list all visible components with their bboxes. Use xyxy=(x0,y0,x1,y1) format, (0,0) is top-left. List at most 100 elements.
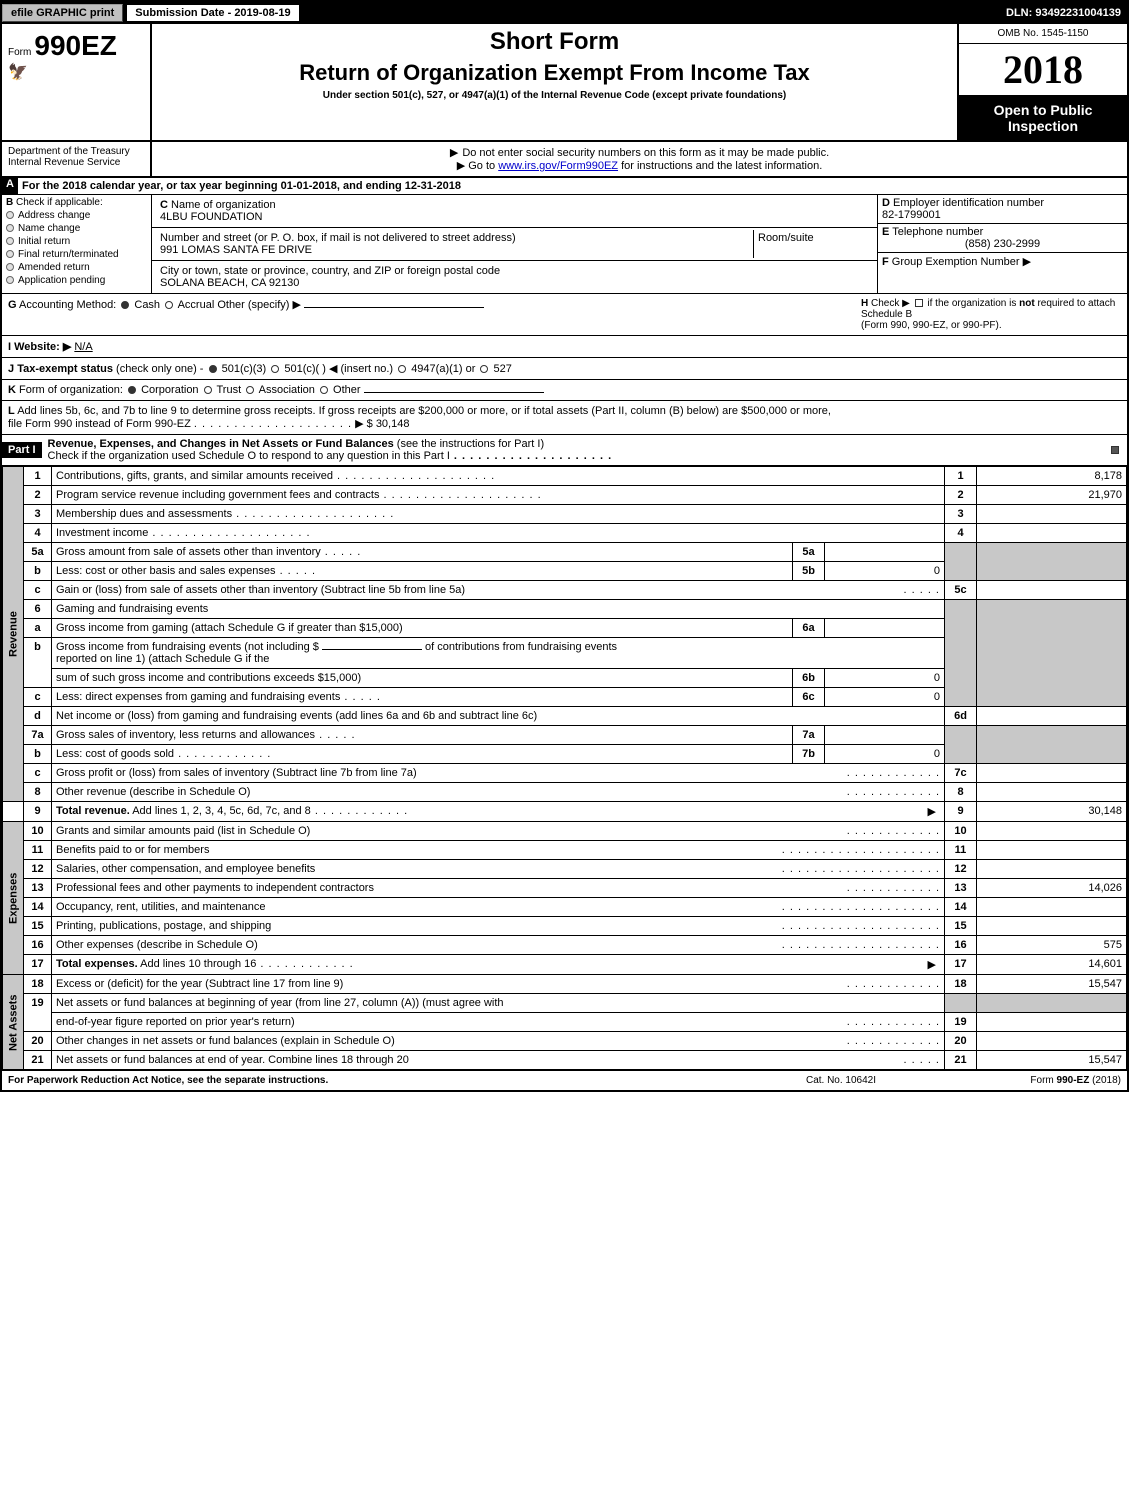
check-address-change[interactable]: Address change xyxy=(6,210,147,221)
l7a-desc: Gross sales of inventory, less returns a… xyxy=(56,729,315,741)
l6c-desc: Less: direct expenses from gaming and fu… xyxy=(56,691,340,703)
l7a-num: 7a xyxy=(24,726,52,745)
l19-desc: Net assets or fund balances at beginning… xyxy=(52,994,945,1013)
radio-527[interactable] xyxy=(480,365,488,373)
l8-amount xyxy=(977,783,1127,802)
l13-linenum: 13 xyxy=(945,879,977,898)
radio-assoc[interactable] xyxy=(246,386,254,394)
l17-linenum: 17 xyxy=(945,955,977,975)
l7c-num: c xyxy=(24,764,52,783)
period-prefix: For the 2018 calendar year, or tax year … xyxy=(22,180,281,192)
l6-desc: Gaming and fundraising events xyxy=(52,600,945,619)
l6b-input[interactable] xyxy=(322,649,422,650)
instruction-1: Do not enter social security numbers on … xyxy=(160,146,1119,159)
form-org-label: Form of organization: xyxy=(19,384,123,396)
j-opt2: 501(c)( ) ◀ (insert no.) xyxy=(284,363,393,375)
footer-form: Form 990-EZ (2018) xyxy=(941,1075,1121,1086)
radio-corp[interactable] xyxy=(128,386,136,394)
l17-num: 17 xyxy=(24,955,52,975)
l20-linenum: 20 xyxy=(945,1032,977,1051)
l6d-desc: Net income or (loss) from gaming and fun… xyxy=(52,707,945,726)
expenses-side-label: Expenses xyxy=(3,822,24,975)
part1-dots xyxy=(450,450,612,462)
form-header: Form 990EZ 🦅 Short Form Return of Organi… xyxy=(2,24,1127,142)
l1-num: 1 xyxy=(24,467,52,486)
l1-desc: Contributions, gifts, grants, and simila… xyxy=(56,470,333,482)
k-opt4: Other xyxy=(333,384,361,396)
section-a-label: A xyxy=(2,178,18,194)
section-e-label: E xyxy=(882,226,889,238)
chk-0: Address change xyxy=(18,210,90,221)
radio-cash[interactable] xyxy=(121,301,129,309)
radio-accrual[interactable] xyxy=(165,301,173,309)
section-h: H Check ▶ if the organization is not req… xyxy=(861,298,1121,331)
l5b-subval: 0 xyxy=(825,562,945,581)
radio-501c[interactable] xyxy=(271,365,279,373)
radio-trust[interactable] xyxy=(204,386,212,394)
check-name-change[interactable]: Name change xyxy=(6,223,147,234)
period-end: 12-31-2018 xyxy=(405,180,461,192)
l3-amount xyxy=(977,505,1127,524)
org-name-label: Name of organization xyxy=(171,199,276,211)
l12-desc: Salaries, other compensation, and employ… xyxy=(56,863,315,875)
part1-title-text: Revenue, Expenses, and Changes in Net As… xyxy=(48,438,394,450)
k-label: K xyxy=(8,384,16,396)
l5a-subval xyxy=(825,543,945,562)
l2-desc: Program service revenue including govern… xyxy=(56,489,379,501)
h-text2: if the organization is xyxy=(927,298,1019,309)
l21-linenum: 21 xyxy=(945,1051,977,1070)
l5a-desc: Gross amount from sale of assets other t… xyxy=(56,546,321,558)
irs-link[interactable]: www.irs.gov/Form990EZ xyxy=(498,160,618,172)
k-opt1: Corporation xyxy=(141,384,198,396)
omb-number: OMB No. 1545-1150 xyxy=(959,24,1127,44)
footer-row: For Paperwork Reduction Act Notice, see … xyxy=(2,1070,1127,1090)
l8-desc: Other revenue (describe in Schedule O) xyxy=(56,786,250,798)
l-label: L xyxy=(8,405,15,417)
efile-print-button[interactable]: efile GRAPHIC print xyxy=(2,4,123,22)
l21-desc: Net assets or fund balances at end of ye… xyxy=(56,1054,409,1066)
check-pending[interactable]: Application pending xyxy=(6,275,147,286)
submission-date: Submission Date - 2019-08-19 xyxy=(127,5,298,21)
form-id-block: Form 990EZ 🦅 xyxy=(2,24,152,140)
l3-linenum: 3 xyxy=(945,505,977,524)
other-org-input[interactable] xyxy=(364,392,544,393)
h-checkbox[interactable] xyxy=(915,299,923,307)
org-name-value: 4LBU FOUNDATION xyxy=(160,211,262,223)
l6a-subval xyxy=(825,619,945,638)
section-c-block: C Name of organization 4LBU FOUNDATION N… xyxy=(152,195,877,293)
l10-linenum: 10 xyxy=(945,822,977,841)
l11-linenum: 11 xyxy=(945,841,977,860)
check-amended[interactable]: Amended return xyxy=(6,262,147,273)
accounting-method-label: Accounting Method: xyxy=(19,299,116,311)
check-final-return[interactable]: Final return/terminated xyxy=(6,249,147,260)
part1-checkbox[interactable] xyxy=(1103,444,1127,456)
l13-num: 13 xyxy=(24,879,52,898)
l13-desc: Professional fees and other payments to … xyxy=(56,882,374,894)
l14-desc: Occupancy, rent, utilities, and maintena… xyxy=(56,901,266,913)
l9-linenum: 9 xyxy=(945,802,977,822)
radio-501c3[interactable] xyxy=(209,365,217,373)
l7c-linenum: 7c xyxy=(945,764,977,783)
j-opt4: 527 xyxy=(494,363,512,375)
form-number: 990 xyxy=(34,30,81,61)
l6c-subval: 0 xyxy=(825,688,945,707)
l7a-sub: 7a xyxy=(793,726,825,745)
section-b-label: B xyxy=(6,197,13,208)
section-i-row: I Website: ▶ N/A xyxy=(2,336,1127,358)
l5c-num: c xyxy=(24,581,52,600)
l7b-subval: 0 xyxy=(825,745,945,764)
part1-check-text: Check if the organization used Schedule … xyxy=(48,450,450,462)
street-value: 991 LOMAS SANTA FE DRIVE xyxy=(160,244,312,256)
check-initial-return[interactable]: Initial return xyxy=(6,236,147,247)
entity-section: B Check if applicable: Address change Na… xyxy=(2,195,1127,294)
l7b-sub: 7b xyxy=(793,745,825,764)
radio-4947[interactable] xyxy=(398,365,406,373)
form-label: Form xyxy=(8,47,31,58)
l5a-num: 5a xyxy=(24,543,52,562)
lines-table: Revenue 1 Contributions, gifts, grants, … xyxy=(2,466,1127,1070)
l6b-subval: 0 xyxy=(825,669,945,688)
l17-desc2: Add lines 10 through 16 xyxy=(138,958,257,970)
radio-other-org[interactable] xyxy=(320,386,328,394)
website-value: N/A xyxy=(74,341,92,353)
other-specify-input[interactable] xyxy=(304,307,484,308)
